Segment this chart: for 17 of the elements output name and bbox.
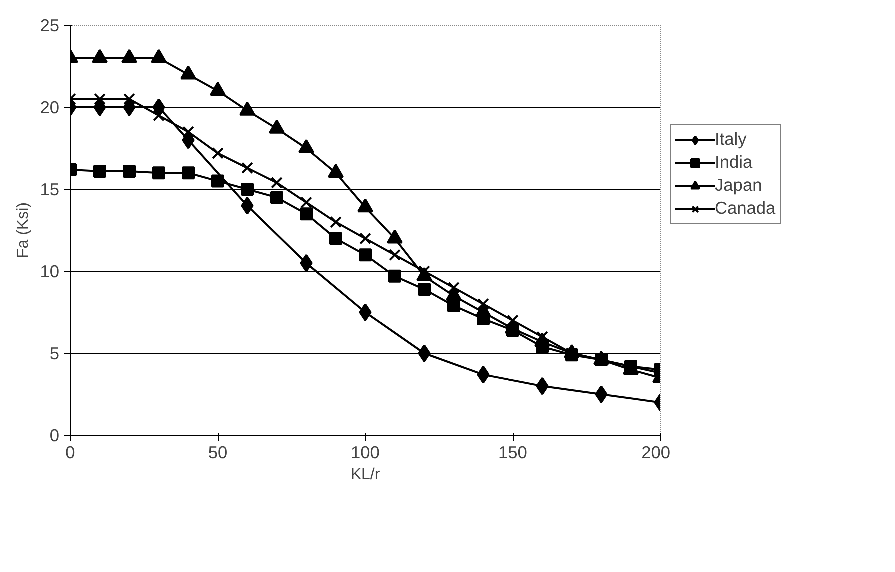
y-tick-label: 10 [40,262,60,282]
x-tick-label: 0 [66,442,76,462]
legend-label: Italy [715,129,747,150]
y-tick-label: 25 [40,16,60,36]
legend-label: Japan [715,175,762,196]
legend-label: India [715,152,753,173]
x-tick-label: 100 [351,442,380,462]
y-axis-title: Fa (Ksi) [15,202,32,258]
y-tick-label: 0 [50,426,60,446]
y-tick-label: 15 [40,180,60,200]
y-tick-label: 5 [50,344,60,364]
x-tick-label: 150 [498,442,528,462]
y-tick-label: 20 [40,98,60,118]
x-tick-label: 200 [642,442,671,462]
x-axis-title: KL/r [350,466,381,484]
x-tick-label: 50 [208,442,228,462]
legend-label: Canada [715,198,776,219]
